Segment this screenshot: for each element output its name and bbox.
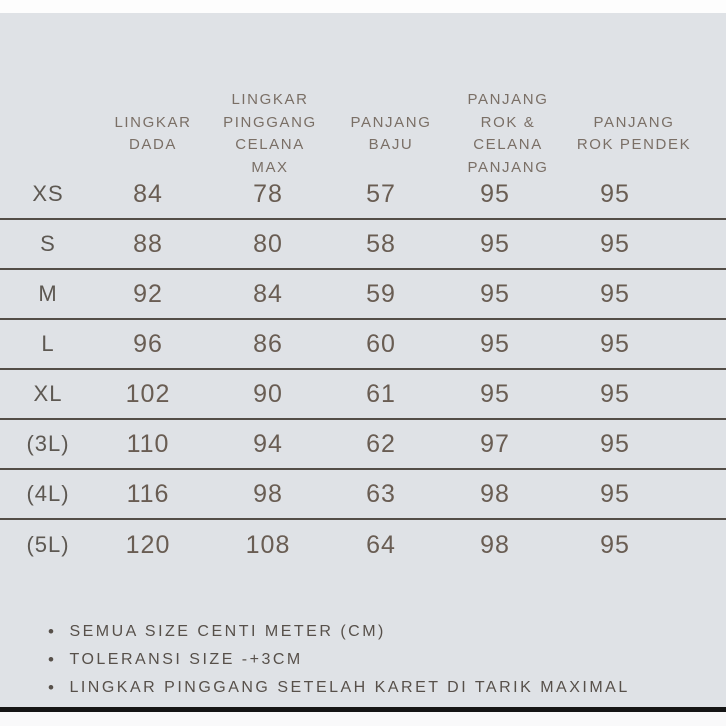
note-text: TOLERANSI SIZE -+3CM xyxy=(69,651,303,668)
row-value: 88 xyxy=(133,229,163,258)
row-value: 95 xyxy=(480,379,510,408)
note-item: • LINGKAR PINGGANG SETELAH KARET DI TARI… xyxy=(48,674,726,702)
row-value: 58 xyxy=(366,229,396,258)
row-value: 62 xyxy=(366,429,396,458)
row-value: 108 xyxy=(245,530,291,559)
row-value: 98 xyxy=(480,479,510,508)
row-value: 84 xyxy=(133,179,163,208)
row-value: 63 xyxy=(366,479,396,508)
row-value: 95 xyxy=(480,279,510,308)
column-header-panjang-rok-pendek: PANJANG ROK PENDEK xyxy=(576,113,692,154)
note-item: • SEMUA SIZE CENTI METER (CM) xyxy=(48,618,726,646)
row-value: 95 xyxy=(600,379,630,408)
bottom-bar xyxy=(0,707,726,712)
bottom-strip xyxy=(0,712,726,726)
row-size-label: (4L) xyxy=(26,481,70,506)
row-value: 95 xyxy=(600,229,630,258)
table-row: XL 102 90 61 95 95 xyxy=(0,370,726,420)
row-value: 95 xyxy=(480,229,510,258)
row-value: 120 xyxy=(125,530,171,559)
row-size-label: XS xyxy=(32,181,64,206)
row-value: 95 xyxy=(600,329,630,358)
column-header-panjang-rok-celana-panjang: PANJANG ROK & CELANA PANJANG xyxy=(467,91,549,176)
table-header-row: LINGKAR DADA LINGKAR PINGGANG CELANA MAX… xyxy=(0,13,726,176)
row-value: 80 xyxy=(253,229,283,258)
note-text: SEMUA SIZE CENTI METER (CM) xyxy=(69,623,386,640)
row-value: 90 xyxy=(253,379,283,408)
row-value: 98 xyxy=(253,479,283,508)
table-row: XS 84 78 57 95 95 xyxy=(0,170,726,220)
table-row: (5L) 120 108 64 98 95 xyxy=(0,520,726,570)
row-size-label: L xyxy=(41,331,55,356)
table-row: M 92 84 59 95 95 xyxy=(0,270,726,320)
table-row: S 88 80 58 95 95 xyxy=(0,220,726,270)
bullet-icon: • xyxy=(48,622,57,641)
row-size-label: S xyxy=(40,231,56,256)
row-size-label: (5L) xyxy=(26,532,70,557)
row-value: 94 xyxy=(253,429,283,458)
row-value: 95 xyxy=(600,429,630,458)
column-header-lingkar-pinggang-celana-max: LINGKAR PINGGANG CELANA MAX xyxy=(223,91,317,176)
row-value: 110 xyxy=(126,429,170,458)
row-value: 97 xyxy=(480,429,510,458)
column-header-lingkar-dada: LINGKAR DADA xyxy=(114,113,192,154)
row-value: 84 xyxy=(253,279,283,308)
table-row: L 96 86 60 95 95 xyxy=(0,320,726,370)
notes-list: • SEMUA SIZE CENTI METER (CM) • TOLERANS… xyxy=(0,618,726,702)
bullet-icon: • xyxy=(48,650,57,669)
row-value: 64 xyxy=(366,530,396,559)
note-text: LINGKAR PINGGANG SETELAH KARET DI TARIK … xyxy=(69,679,630,696)
row-size-label: M xyxy=(38,281,58,306)
row-value: 57 xyxy=(366,179,396,208)
row-value: 116 xyxy=(126,479,170,508)
bullet-icon: • xyxy=(48,678,57,697)
size-chart-panel: LINGKAR DADA LINGKAR PINGGANG CELANA MAX… xyxy=(0,13,726,707)
row-size-label: (3L) xyxy=(26,431,70,456)
column-header-panjang-baju: PANJANG BAJU xyxy=(350,113,432,154)
row-value: 102 xyxy=(125,379,171,408)
row-value: 86 xyxy=(253,329,283,358)
row-value: 61 xyxy=(366,379,396,408)
row-size-label: XL xyxy=(33,381,63,406)
note-item: • TOLERANSI SIZE -+3CM xyxy=(48,646,726,674)
row-value: 92 xyxy=(133,279,163,308)
table-row: (4L) 116 98 63 98 95 xyxy=(0,470,726,520)
row-value: 96 xyxy=(133,329,163,358)
row-value: 98 xyxy=(480,530,510,559)
row-value: 95 xyxy=(480,179,510,208)
row-value: 95 xyxy=(600,479,630,508)
row-value: 59 xyxy=(366,279,396,308)
row-value: 60 xyxy=(366,329,396,358)
top-strip xyxy=(0,0,726,13)
row-value: 95 xyxy=(480,329,510,358)
row-value: 95 xyxy=(600,279,630,308)
row-value: 95 xyxy=(600,179,630,208)
row-value: 95 xyxy=(600,530,630,559)
row-value: 78 xyxy=(253,179,283,208)
table-body: XS 84 78 57 95 95 S 88 80 58 95 95 M 92 84 59 95 95 L 96 86 6… xyxy=(0,170,726,570)
table-row: (3L) 110 94 62 97 95 xyxy=(0,420,726,470)
